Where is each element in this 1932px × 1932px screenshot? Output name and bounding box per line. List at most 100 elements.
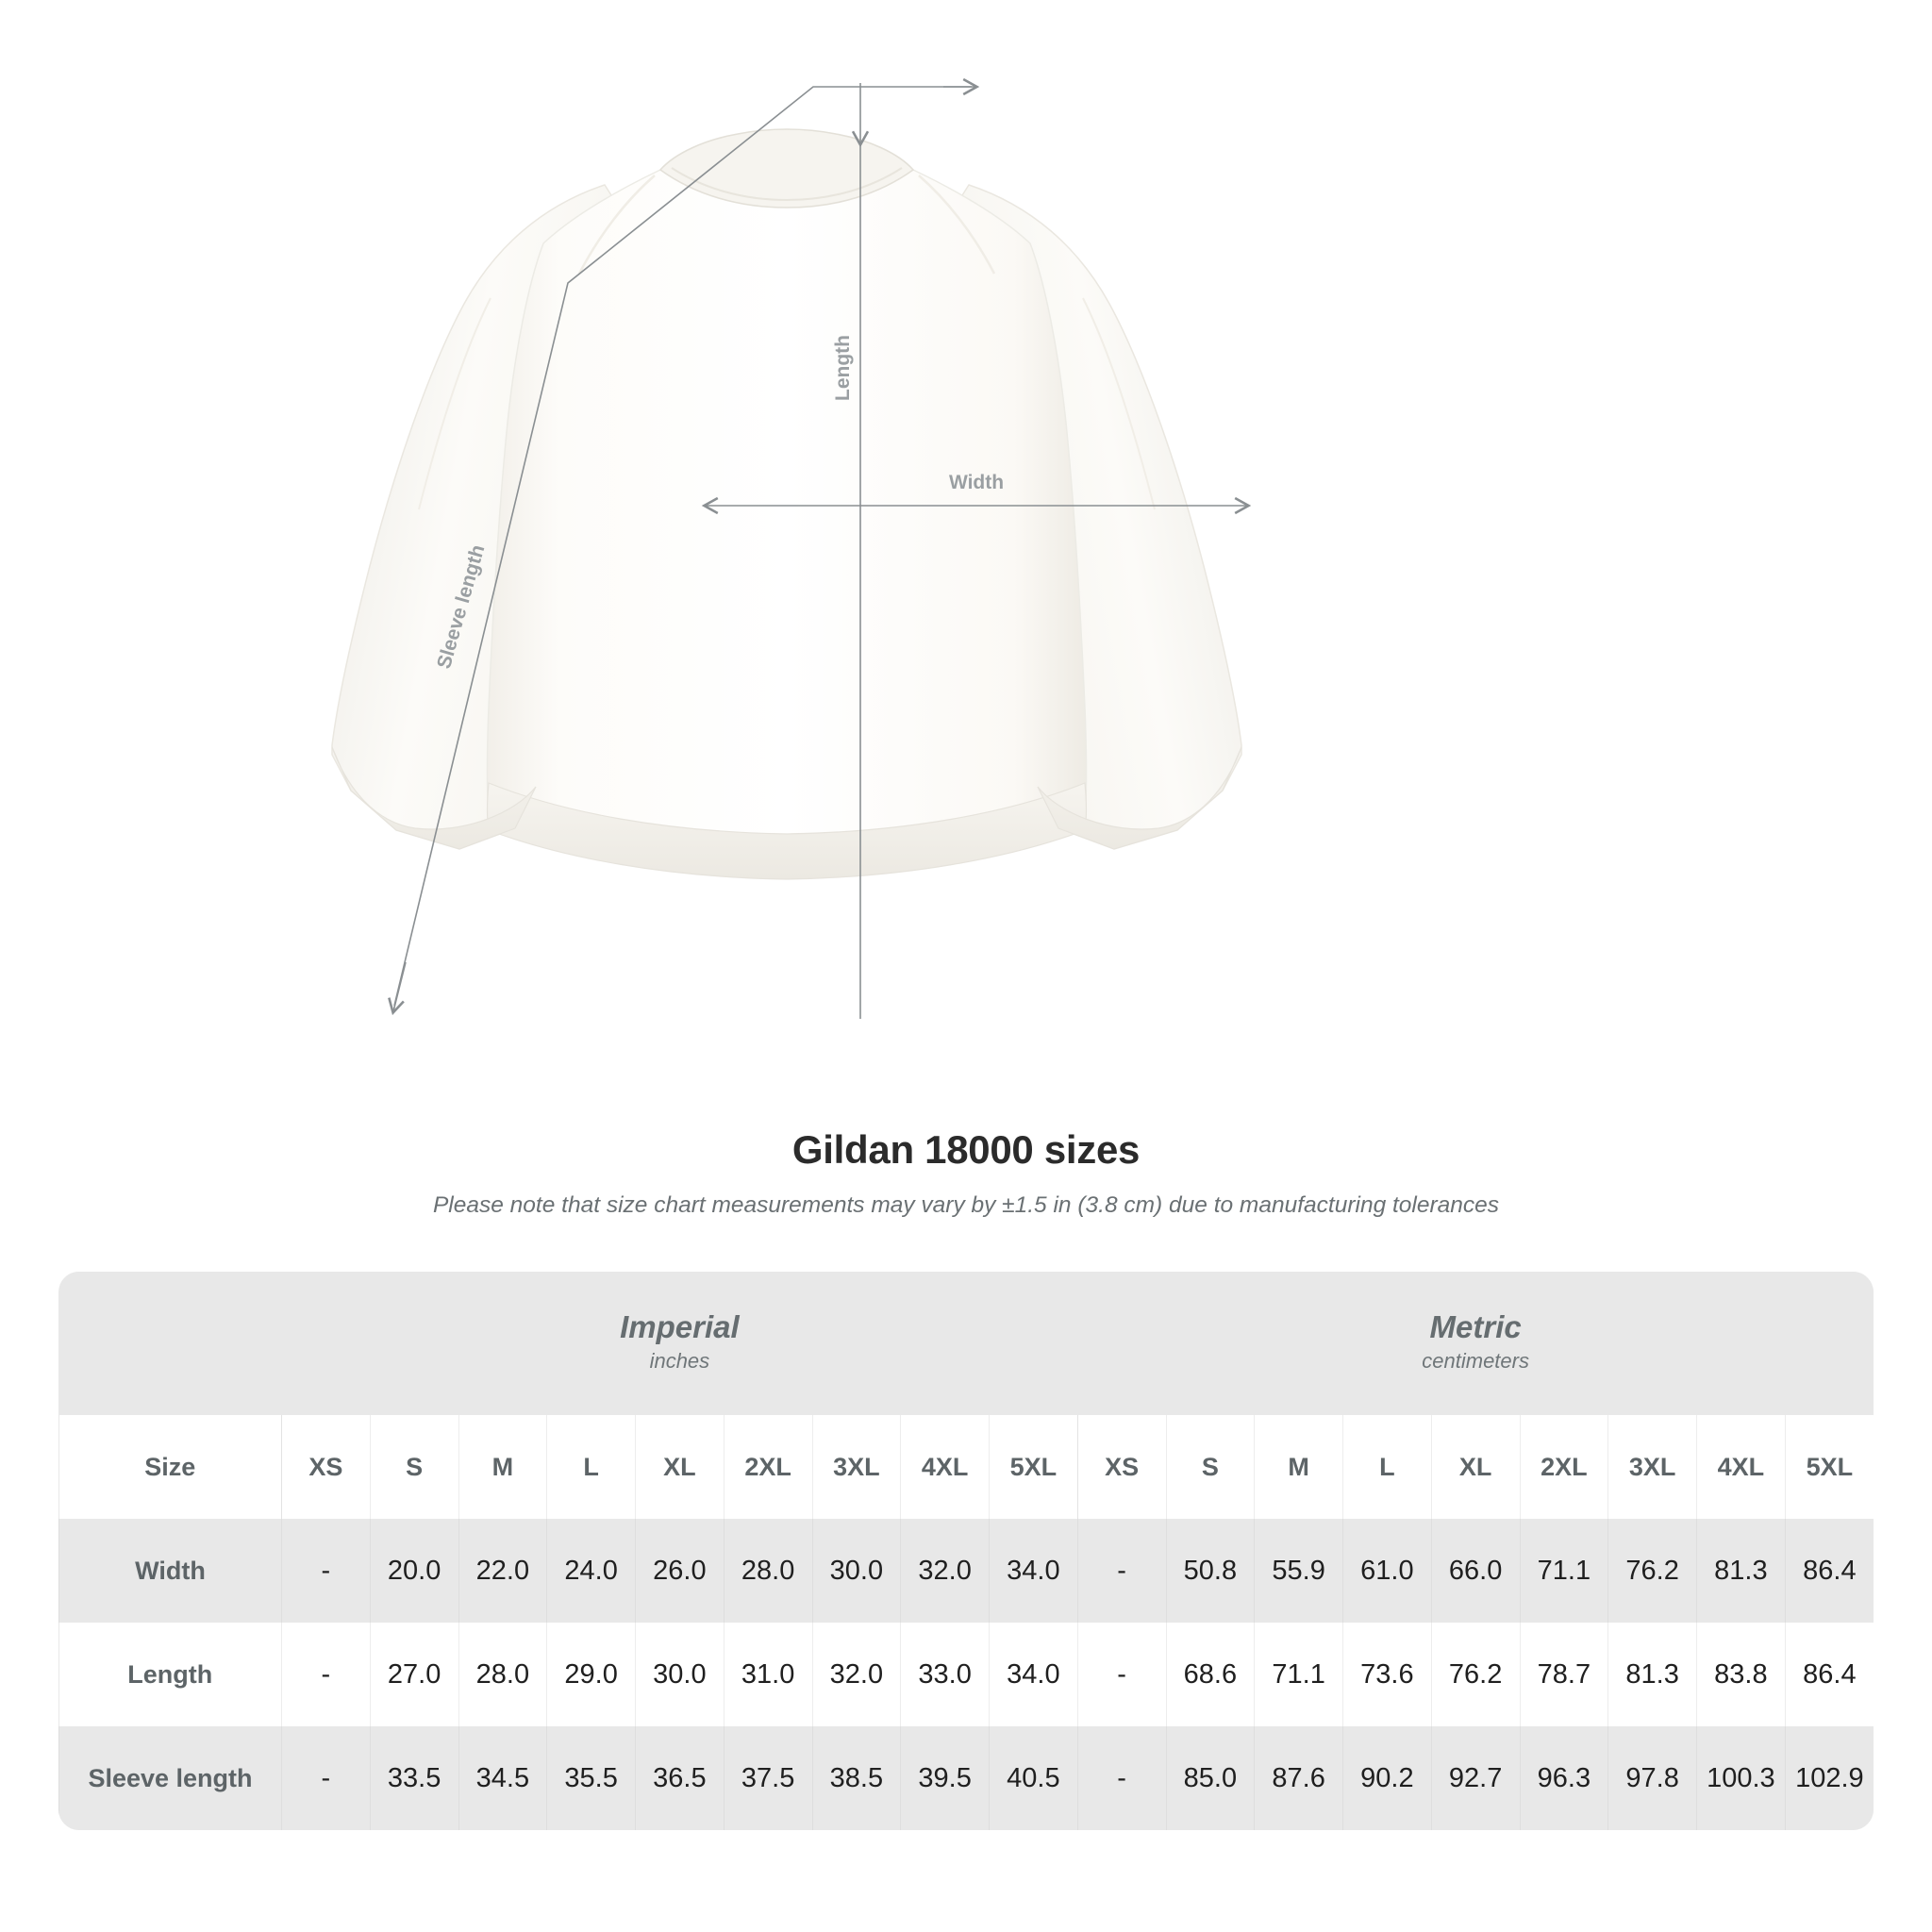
size-header-3xl-metric: 3XL xyxy=(1607,1415,1697,1519)
cell: 102.9 xyxy=(1784,1726,1874,1830)
cell: 100.3 xyxy=(1696,1726,1786,1830)
cell: 66.0 xyxy=(1430,1519,1520,1623)
size-header-row: Size XS S M L XL 2XL 3XL 4XL 5XL XS S M L XL 2XL 3XL 4XL 5… xyxy=(58,1415,1874,1519)
cell: 32.0 xyxy=(900,1519,990,1623)
cell: 39.5 xyxy=(900,1726,990,1830)
table-row: Width -20.0 22.0 24.0 26.0 28.0 30.0 32.0 34.0-5… xyxy=(58,1519,1874,1623)
cell: 76.2 xyxy=(1430,1623,1520,1726)
cell: 36.5 xyxy=(635,1726,724,1830)
size-header-xs-imperial: XS xyxy=(281,1415,371,1519)
cell: 81.3 xyxy=(1696,1519,1786,1623)
cell: 68.6 xyxy=(1165,1623,1255,1726)
cell: 71.1 xyxy=(1254,1623,1343,1726)
cell: - xyxy=(1076,1726,1166,1830)
sleeve-bottom-arrow xyxy=(388,961,407,1016)
unit-group-imperial: Imperial inches xyxy=(281,1272,1078,1415)
collar xyxy=(658,128,915,208)
size-header-2xl-imperial: 2XL xyxy=(723,1415,812,1519)
cell: 90.2 xyxy=(1342,1726,1432,1830)
right-cuff xyxy=(1037,746,1242,850)
row-label-sleeve-length: Sleeve length xyxy=(58,1726,282,1830)
size-header-label: Size xyxy=(58,1415,282,1519)
size-header-m-metric: M xyxy=(1254,1415,1343,1519)
cell: 35.5 xyxy=(546,1726,636,1830)
cell: 28.0 xyxy=(458,1623,547,1726)
cell: 85.0 xyxy=(1165,1726,1255,1830)
cell: 30.0 xyxy=(811,1519,901,1623)
cell: 81.3 xyxy=(1607,1623,1697,1726)
cell: 29.0 xyxy=(546,1623,636,1726)
size-table: Imperial inches Metric centimeters Size XS S M L… xyxy=(58,1272,1874,1830)
cell: 76.2 xyxy=(1607,1519,1697,1623)
page-subtitle: Please note that size chart measurements… xyxy=(432,1192,1500,1218)
cell: 61.0 xyxy=(1342,1519,1432,1623)
sweatshirt-illustration xyxy=(331,128,1242,880)
cell: 22.0 xyxy=(458,1519,547,1623)
page-title: Gildan 18000 sizes xyxy=(791,1127,1141,1172)
unit-group-metric: Metric centimeters xyxy=(1077,1272,1874,1415)
body xyxy=(486,136,1088,869)
unit-header-spacer xyxy=(58,1272,282,1415)
cell: 92.7 xyxy=(1430,1726,1520,1830)
title-block: Gildan 18000 sizes Please note that size… xyxy=(0,1127,1932,1219)
right-shoulder-seam xyxy=(918,175,996,275)
cell: - xyxy=(1076,1519,1166,1623)
collar-seam xyxy=(671,167,903,202)
cell: 96.3 xyxy=(1519,1726,1608,1830)
cell: 87.6 xyxy=(1254,1726,1343,1830)
cell: 20.0 xyxy=(369,1519,458,1623)
unit-group-sub: inches xyxy=(649,1348,710,1373)
left-cuff xyxy=(331,746,537,850)
size-header-4xl-imperial: 4XL xyxy=(900,1415,990,1519)
cell: 32.0 xyxy=(811,1623,901,1726)
cell: 71.1 xyxy=(1519,1519,1608,1623)
cell: - xyxy=(1076,1623,1166,1726)
size-header-3xl-imperial: 3XL xyxy=(811,1415,901,1519)
cell: - xyxy=(281,1726,371,1830)
cell: 83.8 xyxy=(1696,1623,1786,1726)
cell: 38.5 xyxy=(811,1726,901,1830)
cell: 34.0 xyxy=(989,1519,1078,1623)
cell: 86.4 xyxy=(1784,1623,1874,1726)
size-header-s-imperial: S xyxy=(369,1415,458,1519)
size-header-l-imperial: L xyxy=(546,1415,636,1519)
right-sleeve-fold xyxy=(1082,297,1156,510)
size-table-container: Imperial inches Metric centimeters Size XS S M L… xyxy=(58,1272,1874,1830)
row-label-width: Width xyxy=(58,1519,282,1623)
size-header-4xl-metric: 4XL xyxy=(1696,1415,1786,1519)
cell: 78.7 xyxy=(1519,1623,1608,1726)
left-shoulder-seam xyxy=(577,175,656,275)
cell: 73.6 xyxy=(1342,1623,1432,1726)
cell: 55.9 xyxy=(1254,1519,1343,1623)
cell: 28.0 xyxy=(723,1519,812,1623)
size-header-2xl-metric: 2XL xyxy=(1519,1415,1608,1519)
unit-header-row: Imperial inches Metric centimeters xyxy=(58,1272,1874,1415)
cell: 97.8 xyxy=(1607,1726,1697,1830)
cell: 26.0 xyxy=(635,1519,724,1623)
size-header-xl-metric: XL xyxy=(1430,1415,1520,1519)
width-label: Width xyxy=(949,472,1004,493)
length-label: Length xyxy=(832,335,854,401)
sleeve-length-guide-line xyxy=(393,86,972,1007)
row-label-length: Length xyxy=(58,1623,282,1726)
table-row: Length -27.0 28.0 29.0 30.0 31.0 32.0 33.0 34.0-… xyxy=(58,1623,1874,1726)
cell: 33.0 xyxy=(900,1623,990,1726)
cell: - xyxy=(281,1623,371,1726)
size-header-xl-imperial: XL xyxy=(635,1415,724,1519)
cell: 33.5 xyxy=(369,1726,458,1830)
cell: 27.0 xyxy=(369,1623,458,1726)
garment-diagram: Length Width Sleeve length xyxy=(331,77,1252,1019)
left-sleeve-fold xyxy=(418,297,491,510)
size-header-m-imperial: M xyxy=(458,1415,547,1519)
cell: 86.4 xyxy=(1784,1519,1874,1623)
cell: 24.0 xyxy=(546,1519,636,1623)
cell: 40.5 xyxy=(989,1726,1078,1830)
cell: 37.5 xyxy=(723,1726,812,1830)
cell: 31.0 xyxy=(723,1623,812,1726)
unit-group-name: Metric xyxy=(1429,1309,1522,1345)
size-header-5xl-imperial: 5XL xyxy=(989,1415,1078,1519)
size-header-l-metric: L xyxy=(1342,1415,1432,1519)
cell: - xyxy=(281,1519,371,1623)
table-row: Sleeve length -33.5 34.5 35.5 36.5 37.5 38.5 39… xyxy=(58,1726,1874,1830)
